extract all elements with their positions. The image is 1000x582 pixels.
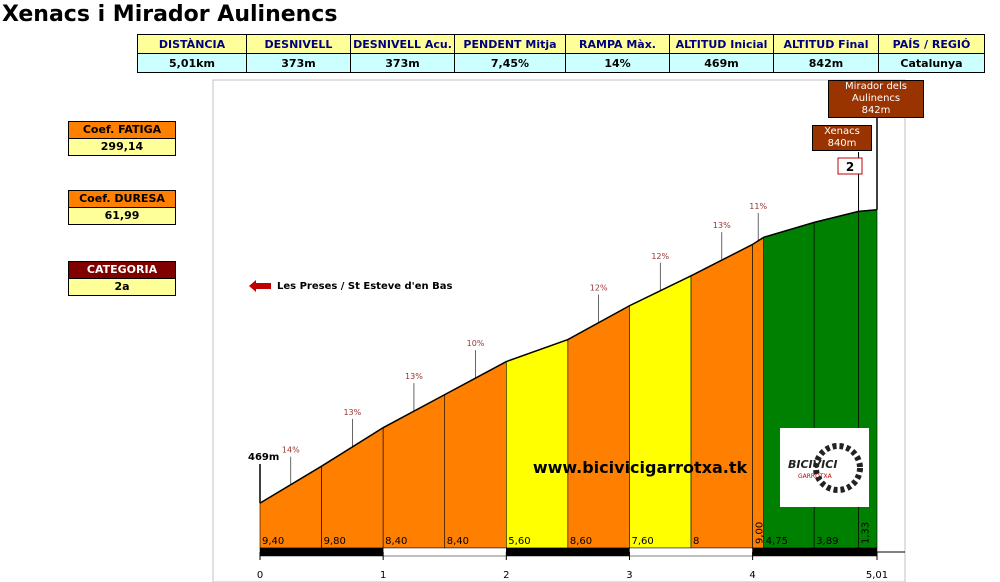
- km-band: [752, 547, 878, 557]
- table-value: Catalunya: [878, 53, 985, 73]
- segment-label: 8,40: [447, 536, 469, 547]
- table-header: DESNIVELL: [246, 34, 351, 54]
- profile-segment: [506, 339, 569, 549]
- pass-label: Xenacs: [824, 126, 860, 137]
- km-band: [259, 547, 384, 557]
- profile-segment: [752, 236, 764, 549]
- table-header: DISTÀNCIA: [137, 34, 247, 54]
- ramp-label: 11%: [749, 202, 767, 211]
- km-band: [382, 547, 507, 557]
- direction-arrow: [249, 280, 271, 292]
- table-value: 469m: [669, 53, 774, 73]
- table-value: 5,01km: [137, 53, 247, 73]
- ramp-label: 10%: [467, 339, 485, 348]
- coefficient-label: CATEGORIA: [68, 261, 176, 279]
- segment-label: 3,89: [816, 536, 838, 547]
- coefficient: Coef. FATIGA 299,14: [68, 121, 176, 156]
- segment-label: 8,60: [570, 536, 592, 547]
- segment-label: 4,75: [766, 536, 788, 547]
- segment-label: 8,40: [385, 536, 407, 547]
- profile-segment: [567, 305, 630, 549]
- table-value: 842m: [773, 53, 879, 73]
- title: Xenacs i Mirador Aulinencs: [2, 2, 338, 27]
- table-value: 373m: [246, 53, 351, 73]
- pass-box: Xenacs 840m: [812, 125, 872, 151]
- table-value: 7,45%: [454, 53, 566, 73]
- x-tick-label: 3: [626, 570, 632, 581]
- logo-gear: [813, 443, 863, 493]
- table-value: 14%: [565, 53, 670, 73]
- marker-box: [837, 157, 863, 175]
- summit-box: Mirador dels Aulinencs 842m: [828, 80, 924, 118]
- coefficient-value: 299,14: [68, 139, 176, 156]
- direction-label: Les Preses / St Esteve d'en Bas: [277, 281, 452, 292]
- km-band: [629, 547, 753, 557]
- ramp-label: 12%: [651, 252, 669, 261]
- table-header: ALTITUD Inicial: [669, 34, 774, 54]
- coefficient-label: Coef. DURESA: [68, 190, 176, 208]
- profile-line: [259, 209, 878, 504]
- ramp-label: 13%: [343, 408, 361, 417]
- coefficient: CATEGORIA 2a: [68, 261, 176, 296]
- x-tick-label: 0: [257, 570, 263, 581]
- logo-text: BICIVICI: [788, 458, 837, 471]
- ramp-label: 14%: [282, 446, 300, 455]
- summary-table: DISTÀNCIA DESNIVELL DESNIVELL Acu. PENDENT …: [137, 34, 985, 73]
- ramp-label: 12%: [590, 284, 608, 293]
- x-tick-label: 4: [749, 570, 755, 581]
- pass-altitude: 840m: [827, 138, 857, 149]
- coefficient-value: 2a: [68, 279, 176, 296]
- logo-subtext: GARROTXA: [798, 473, 833, 480]
- coefficient: Coef. DURESA 61,99: [68, 190, 176, 225]
- x-tick-label: 1: [380, 570, 386, 581]
- profile-segment: [629, 275, 692, 549]
- x-tick-label: 5,01: [866, 570, 888, 581]
- table-value: 373m: [350, 53, 455, 73]
- x-tick-label: 2: [503, 570, 509, 581]
- km-band: [506, 547, 630, 557]
- segment-label: 9,00: [755, 522, 766, 544]
- summit-altitude: 842m: [861, 105, 891, 116]
- logo-box: [780, 428, 869, 507]
- segment-label: 9,80: [324, 536, 346, 547]
- table-header: PAÍS / REGIÓ: [878, 34, 985, 54]
- profile-segment: [690, 243, 753, 549]
- table-header: ALTITUD Final: [773, 34, 879, 54]
- segment-label: 5,60: [508, 536, 530, 547]
- coefficient-label: Coef. FATIGA: [68, 121, 176, 139]
- table-header: RAMPA Màx.: [565, 34, 670, 54]
- website: www.bicivicigarrotxa.tk: [533, 458, 748, 477]
- coefficient-value: 61,99: [68, 208, 176, 225]
- start-label: 469m: [248, 452, 279, 463]
- table-header: PENDENT Mitja: [454, 34, 566, 54]
- segment-label: 1,33: [861, 522, 872, 544]
- summit-label: Mirador dels Aulinencs: [845, 81, 907, 104]
- ramp-label: 13%: [405, 372, 423, 381]
- marker-label: 2: [846, 160, 854, 174]
- segment-label: 7,60: [631, 536, 653, 547]
- segment-label: 8: [693, 536, 699, 547]
- segment-label: 9,40: [262, 536, 284, 547]
- ramp-label: 13%: [713, 221, 731, 230]
- table-header: DESNIVELL Acu.: [350, 34, 455, 54]
